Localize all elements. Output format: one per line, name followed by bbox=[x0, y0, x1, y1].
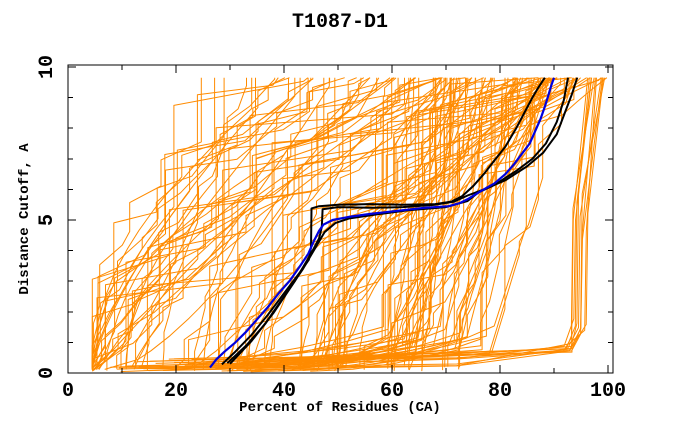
model-curve bbox=[316, 77, 552, 371]
model-curve bbox=[298, 77, 556, 368]
model-curve bbox=[91, 77, 336, 366]
model-curve bbox=[421, 77, 541, 366]
model-curve bbox=[91, 77, 216, 370]
y-axis-label: Distance Cutoff, A bbox=[17, 143, 33, 295]
model-curve bbox=[231, 77, 357, 372]
x-tick-label: 20 bbox=[164, 380, 188, 403]
model-curve bbox=[91, 77, 330, 370]
model-curve bbox=[91, 77, 394, 369]
chart-title: T1087-D1 bbox=[292, 11, 388, 34]
model-curve bbox=[162, 77, 256, 366]
model-curve bbox=[91, 77, 202, 366]
model-curve bbox=[291, 77, 443, 371]
model-curve bbox=[320, 77, 518, 367]
model-curve bbox=[387, 77, 544, 367]
model-curve bbox=[116, 77, 452, 370]
model-curve bbox=[138, 77, 492, 368]
model-curve bbox=[143, 77, 597, 370]
model-curve bbox=[91, 77, 314, 368]
model-curve bbox=[135, 77, 477, 368]
highlight-curve-top-model-black-3 bbox=[229, 77, 579, 365]
x-tick-label: 0 bbox=[62, 380, 74, 403]
model-curve bbox=[249, 77, 397, 371]
model-curve bbox=[324, 77, 587, 366]
model-curve bbox=[342, 77, 539, 369]
model-curve bbox=[243, 77, 476, 363]
model-curve bbox=[91, 77, 290, 367]
model-curve bbox=[161, 77, 592, 369]
model-curve bbox=[173, 77, 452, 360]
y-tick-label: 10 bbox=[36, 55, 59, 79]
model-curve bbox=[91, 77, 286, 369]
model-curve bbox=[194, 77, 331, 371]
model-curve bbox=[104, 77, 362, 370]
model-curve bbox=[155, 77, 595, 364]
model-curve bbox=[258, 77, 551, 367]
model-curve bbox=[168, 77, 466, 360]
model-curve bbox=[91, 77, 395, 371]
model-curve bbox=[149, 77, 596, 362]
model-curve bbox=[391, 77, 550, 369]
highlight-curve-top-model-black-1 bbox=[221, 77, 546, 366]
model-curve bbox=[218, 77, 528, 370]
model-curve bbox=[96, 77, 416, 367]
model-curve bbox=[237, 77, 380, 370]
highlight-curve-best-model-blue bbox=[209, 77, 556, 369]
plot-border bbox=[67, 64, 614, 374]
model-curve bbox=[91, 77, 276, 370]
model-curve bbox=[98, 77, 417, 370]
model-curve bbox=[131, 77, 393, 367]
axes-group: 0 20 40 60 80 100 0 5 10 bbox=[36, 55, 626, 403]
model-curve bbox=[295, 77, 517, 363]
model-curve bbox=[254, 77, 603, 371]
model-curve bbox=[92, 77, 309, 371]
model-curve bbox=[313, 77, 443, 371]
highlighted-curves-group bbox=[209, 77, 579, 369]
model-curve bbox=[303, 77, 451, 367]
model-curve bbox=[228, 77, 472, 370]
model-curve bbox=[96, 77, 279, 371]
model-curve bbox=[236, 77, 458, 370]
model-curve bbox=[218, 77, 378, 368]
model-curve bbox=[316, 77, 514, 368]
model-curve bbox=[387, 77, 579, 369]
model-curve bbox=[106, 77, 345, 371]
model-curve bbox=[444, 77, 608, 368]
model-curve bbox=[96, 77, 442, 367]
model-curve bbox=[125, 77, 440, 366]
model-curve bbox=[308, 77, 606, 363]
model-curve bbox=[302, 77, 575, 371]
model-curve bbox=[195, 77, 593, 368]
model-curve bbox=[141, 77, 435, 368]
model-curve bbox=[91, 77, 371, 368]
model-curve bbox=[238, 77, 484, 366]
model-curve bbox=[256, 77, 494, 367]
y-tick-label: 5 bbox=[36, 214, 59, 226]
x-tick-label: 40 bbox=[272, 380, 296, 403]
model-curve bbox=[268, 77, 443, 366]
model-curve bbox=[321, 77, 547, 367]
x-tick-label: 100 bbox=[590, 380, 626, 403]
x-tick-label: 80 bbox=[488, 380, 512, 403]
server-model-curves-group bbox=[91, 77, 608, 373]
model-curve bbox=[92, 77, 247, 372]
y-tick-label: 0 bbox=[36, 367, 59, 379]
model-curve bbox=[220, 77, 447, 370]
model-curve bbox=[136, 77, 602, 363]
model-curve bbox=[228, 77, 399, 371]
model-curve bbox=[339, 77, 466, 366]
model-curve bbox=[341, 77, 518, 366]
model-curve bbox=[110, 77, 412, 368]
model-curve bbox=[421, 77, 492, 372]
x-axis-label: Percent of Residues (CA) bbox=[239, 400, 441, 416]
model-curve bbox=[202, 77, 301, 370]
x-tick-label: 60 bbox=[380, 380, 404, 403]
